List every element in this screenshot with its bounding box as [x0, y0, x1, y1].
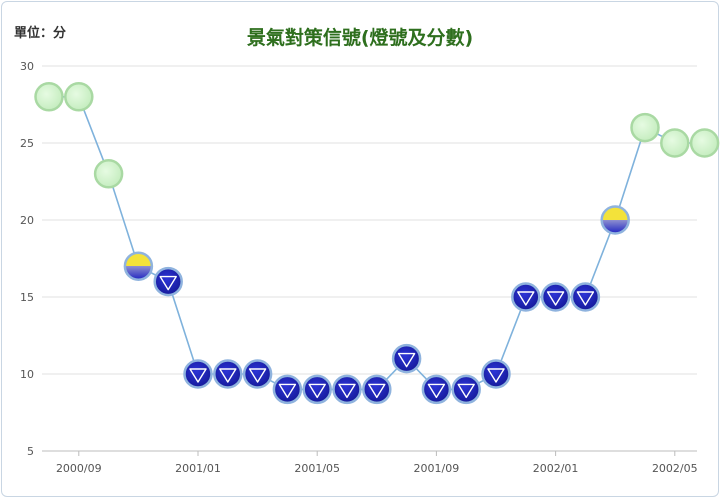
signal-point-blue[interactable] [451, 374, 481, 405]
down-triangle-icon [427, 383, 446, 399]
signal-point-blue[interactable] [391, 343, 422, 374]
signal-point-green[interactable] [630, 112, 660, 143]
signal-point-blue[interactable] [511, 282, 541, 312]
signal-point-green[interactable] [689, 128, 720, 158]
signal-point-blue[interactable] [481, 359, 511, 389]
signal-series [34, 82, 720, 405]
y-tick-label: 25 [20, 137, 34, 150]
down-triangle-icon [219, 368, 237, 383]
signal-point-blue[interactable] [153, 266, 183, 297]
signal-point-blue[interactable] [242, 359, 273, 389]
y-tick-label: 30 [20, 60, 34, 73]
y-tick-label: 15 [20, 291, 34, 304]
x-tick-label: 2001/01 [175, 462, 221, 475]
down-triangle-icon [546, 291, 565, 306]
down-triangle-icon [278, 383, 297, 399]
signal-point-green[interactable] [64, 82, 94, 112]
y-tick-label: 20 [20, 214, 34, 227]
chart-title: 景氣對策信號(燈號及分數) [247, 26, 473, 49]
series-line [49, 96, 705, 391]
down-triangle-icon [189, 368, 207, 383]
y-axis-ticks: 5 10 15 20 25 30 [20, 60, 34, 458]
down-triangle-icon [308, 383, 326, 399]
signal-point-blue[interactable] [362, 374, 392, 405]
down-triangle-icon [457, 383, 475, 399]
y-tick-label: 10 [20, 368, 34, 381]
signal-point-green[interactable] [93, 159, 124, 189]
signal-point-yellow-blue[interactable] [123, 251, 154, 281]
down-triangle-icon [517, 291, 535, 306]
signal-point-blue[interactable] [272, 374, 303, 405]
x-tick-label: 2000/09 [56, 462, 102, 475]
down-triangle-icon [368, 383, 386, 399]
signal-point-blue[interactable] [570, 282, 601, 312]
signal-point-blue[interactable] [183, 359, 213, 389]
down-triangle-icon [159, 275, 177, 291]
signal-point-blue[interactable] [213, 359, 243, 389]
signal-point-blue[interactable] [302, 374, 332, 405]
x-tick-label: 2001/09 [414, 462, 460, 475]
down-triangle-icon [576, 291, 595, 306]
signal-point-blue[interactable] [540, 282, 571, 312]
signal-point-yellow-blue[interactable] [600, 205, 630, 235]
signal-point-blue[interactable] [421, 374, 452, 405]
x-tick-label: 2002/05 [652, 462, 698, 475]
x-tick-label: 2001/05 [294, 462, 340, 475]
y-tick-label: 5 [27, 445, 34, 458]
down-triangle-icon [487, 368, 505, 383]
x-tick-label: 2002/01 [533, 462, 579, 475]
grid-lines [42, 65, 697, 456]
signal-point-green[interactable] [660, 128, 690, 158]
down-triangle-icon [248, 368, 267, 383]
unit-label: 單位：分 [14, 25, 66, 41]
x-axis-ticks: 2000/09 2001/01 2001/05 2001/09 2002/01 2002/… [56, 462, 698, 475]
signal-point-blue[interactable] [332, 374, 362, 405]
down-triangle-icon [338, 383, 356, 399]
signal-point-green[interactable] [34, 82, 64, 112]
down-triangle-icon [397, 352, 416, 368]
